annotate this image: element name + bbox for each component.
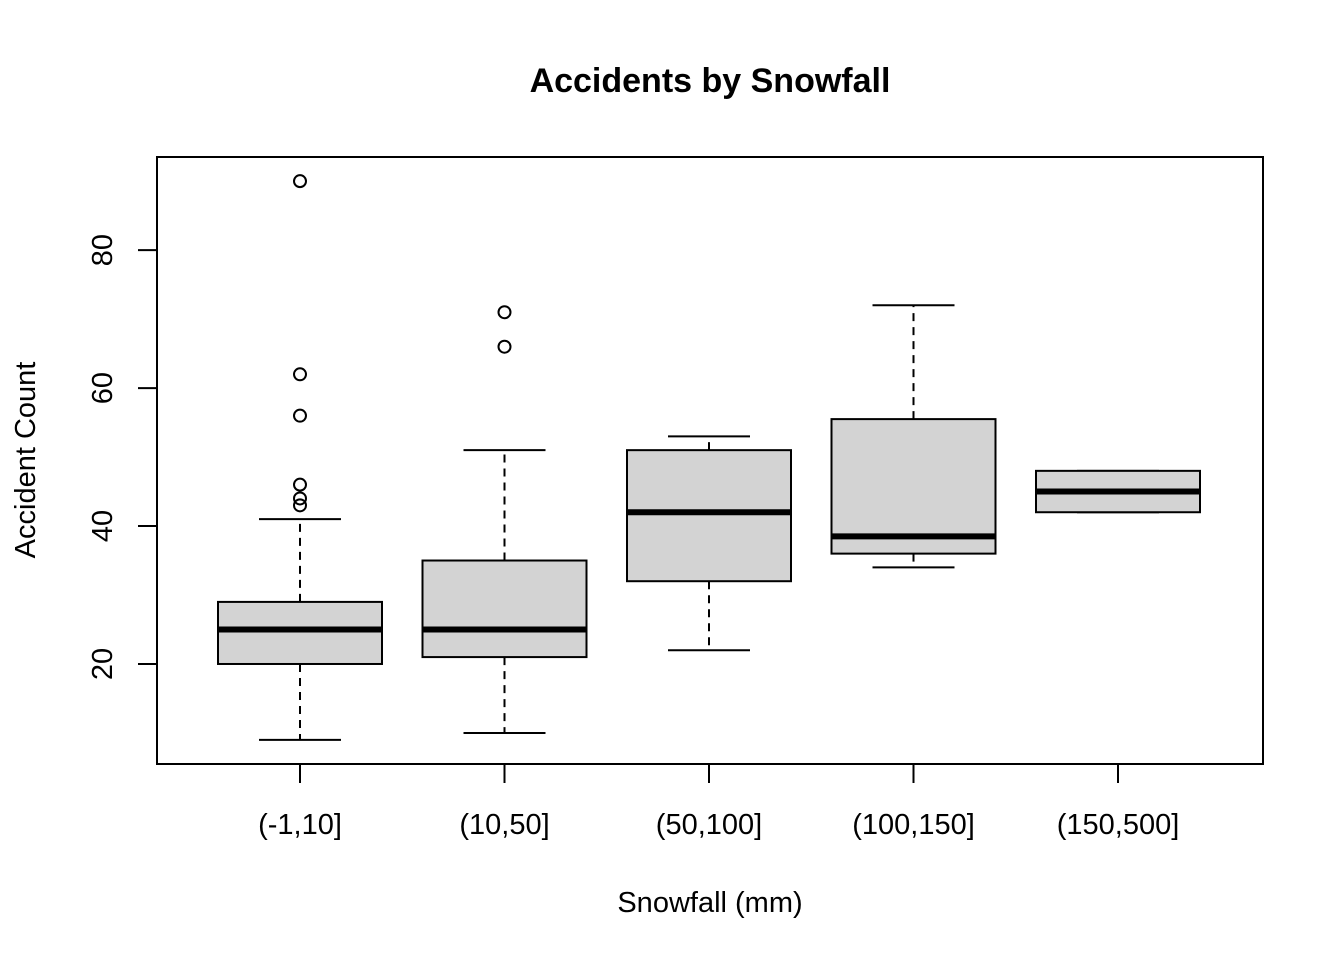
outlier-point — [293, 174, 307, 189]
y-tick-label: 40 — [87, 510, 119, 542]
outlier-point — [497, 305, 512, 320]
x-tick-label: (10,50] — [459, 809, 549, 841]
outlier-point — [293, 408, 307, 423]
boxes-layer — [217, 174, 1201, 741]
box-iqr — [421, 559, 588, 659]
y-tick-label: 60 — [87, 372, 119, 404]
x-tick-label: (50,100] — [656, 809, 762, 841]
x-tick-label: (150,500] — [1057, 809, 1180, 841]
x-tick-label: (-1,10] — [258, 809, 342, 841]
box-iqr — [217, 600, 383, 665]
y-tick-label: 80 — [87, 234, 119, 266]
box-iqr — [626, 449, 792, 583]
outlier-point — [293, 498, 307, 513]
x-tick-label: (100,150] — [852, 809, 975, 841]
box-iqr — [830, 418, 997, 555]
box-group — [1035, 469, 1201, 514]
y-tick-label: 20 — [87, 648, 119, 680]
x-axis: (-1,10] (10,50] (50,100] (100,150] (150,500] — [258, 763, 1180, 841]
box-group — [421, 305, 588, 734]
outlier-point — [497, 339, 512, 354]
outlier-point — [293, 477, 307, 492]
outlier-point — [293, 367, 307, 382]
chart-title: Accidents by Snowfall — [530, 62, 891, 100]
y-axis: 20 40 60 80 — [87, 234, 158, 680]
x-axis-label: Snowfall (mm) — [617, 887, 802, 919]
y-axis-label: Accident Count — [10, 362, 42, 559]
box-group — [217, 174, 383, 741]
box-group — [830, 304, 997, 569]
outlier-point — [293, 491, 307, 506]
box-group — [626, 435, 792, 652]
